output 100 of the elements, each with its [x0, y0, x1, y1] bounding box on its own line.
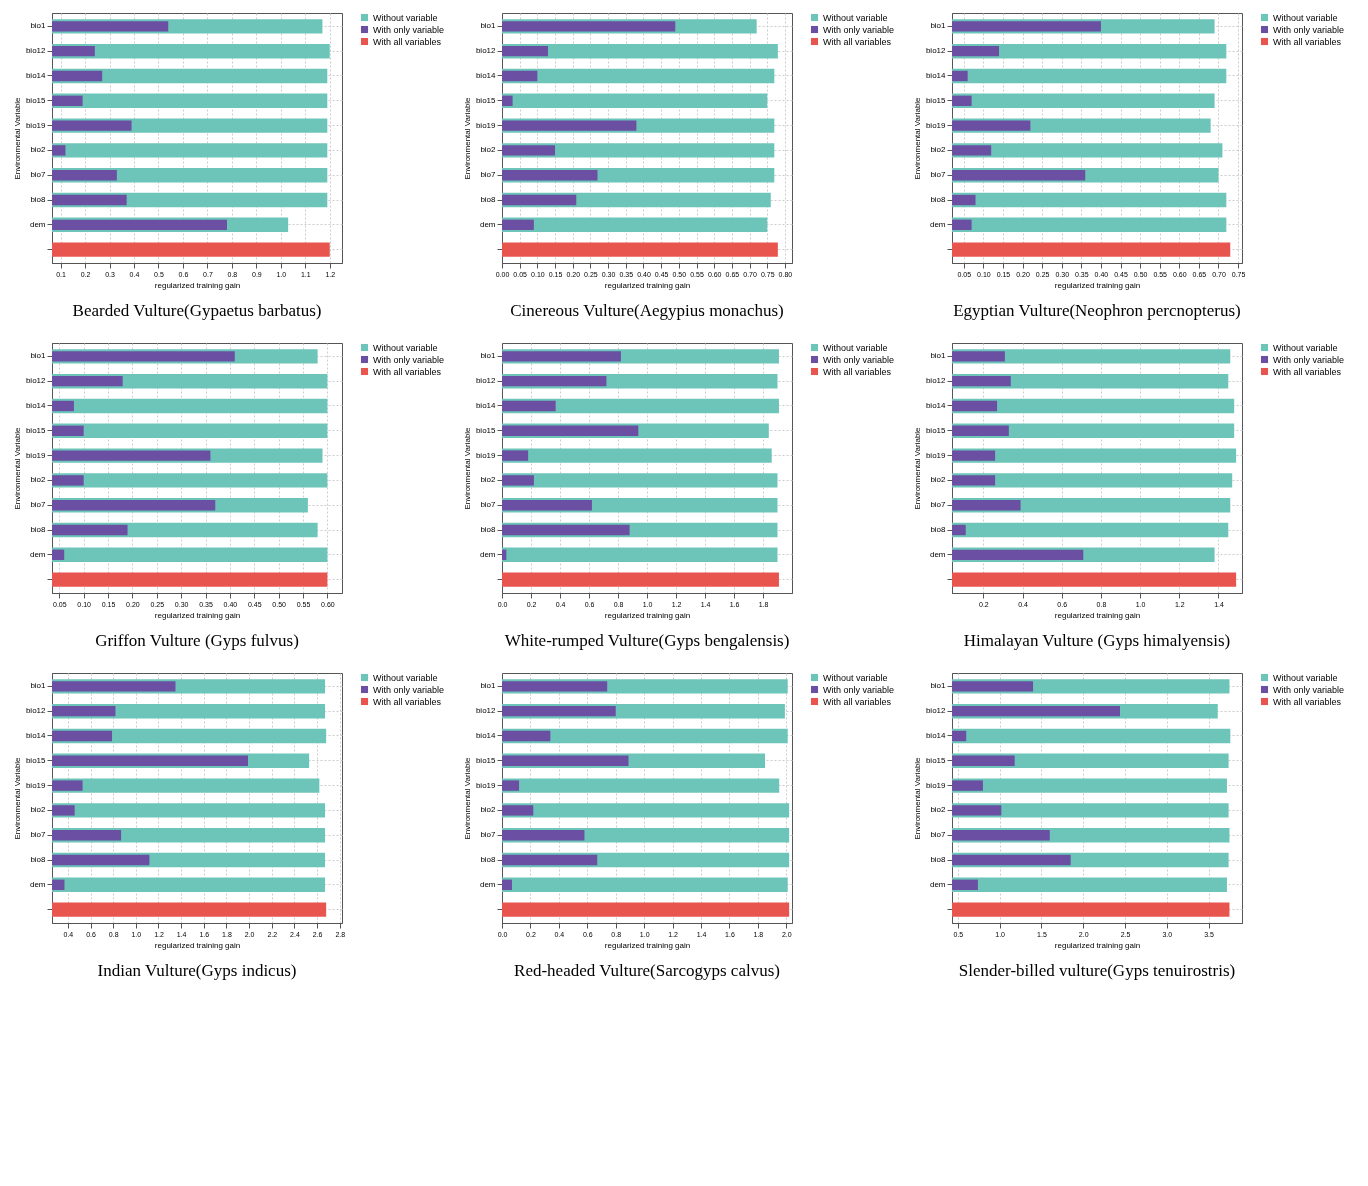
- y-tick-label: bio1: [930, 21, 947, 31]
- legend-label: With only variable: [373, 24, 445, 35]
- y-tick-label: bio15: [475, 95, 497, 105]
- bar: [502, 376, 607, 387]
- bar: [502, 217, 768, 232]
- y-tick-label: bio8: [30, 855, 47, 864]
- bar: [502, 242, 778, 257]
- y-tick-label: bio2: [30, 475, 47, 485]
- y-tick-label: bio8: [480, 195, 497, 204]
- y-tick-label: bio1: [930, 351, 947, 361]
- y-tick-label: bio15: [475, 755, 497, 765]
- legend-label: With only variable: [823, 354, 895, 365]
- y-tick-label: bio12: [475, 376, 497, 386]
- bar: [502, 21, 676, 32]
- y-tick-label: dem: [929, 549, 946, 559]
- y-tick-label: dem: [479, 219, 496, 229]
- y-tick-label: bio15: [925, 95, 947, 105]
- y-tick-label: bio19: [25, 450, 47, 460]
- bar: [502, 95, 513, 106]
- bar: [502, 902, 790, 917]
- y-tick-label: bio2: [930, 475, 947, 485]
- y-tick-label: bio14: [25, 731, 47, 740]
- legend-label: Without variable: [823, 342, 888, 353]
- x-axis-title: regularized training gain: [154, 280, 241, 290]
- y-tick-label: bio2: [930, 145, 947, 155]
- y-tick-label: bio8: [480, 525, 497, 534]
- y-tick-label: bio8: [930, 525, 947, 534]
- y-axis-title: Environmental Variable: [912, 426, 922, 510]
- legend-label: With all variables: [823, 36, 892, 47]
- y-tick-label: bio7: [930, 500, 947, 510]
- y-tick-label: bio7: [30, 830, 47, 840]
- y-tick-label: bio12: [925, 706, 947, 716]
- y-tick-label: bio15: [25, 425, 47, 435]
- legend-label: With only variable: [373, 354, 445, 365]
- y-tick-label: bio8: [930, 855, 947, 864]
- text: Griffon Vulture (Gyps fulvus): [95, 631, 299, 650]
- bar: [502, 572, 779, 587]
- legend-label: With all variables: [823, 366, 892, 377]
- y-tick-label: bio14: [925, 731, 947, 740]
- bar: [502, 877, 788, 892]
- y-tick-label: bio19: [925, 120, 947, 130]
- text: Cinereous Vulture(Aegypius monachus): [510, 301, 784, 320]
- legend-label: Without variable: [1273, 672, 1338, 683]
- legend-label: Without variable: [373, 672, 438, 683]
- bar: [502, 120, 637, 131]
- legend-label: Without variable: [373, 12, 438, 23]
- legend-label: Without variable: [823, 12, 888, 23]
- bar: [502, 68, 775, 84]
- legend-label: With all variables: [373, 696, 442, 707]
- bar: [502, 70, 538, 82]
- bar: [502, 46, 548, 57]
- y-tick-label: dem: [29, 219, 46, 229]
- y-tick-label: bio14: [475, 731, 497, 740]
- bar: [502, 425, 639, 436]
- x-axis-title: regularized training gain: [154, 610, 241, 620]
- bar: [502, 194, 577, 206]
- y-tick-label: bio19: [25, 120, 47, 130]
- legend-label: With only variable: [823, 24, 895, 35]
- y-tick-label: dem: [29, 879, 46, 889]
- legend-label: Without variable: [823, 672, 888, 683]
- text: Slender-billed vulture(Gyps tenuirostris): [958, 961, 1236, 980]
- y-tick-label: bio7: [30, 170, 47, 180]
- bar: [502, 475, 534, 486]
- y-tick-label: bio7: [480, 170, 497, 180]
- x-axis-title: regularized training gain: [604, 940, 691, 950]
- text: Himalayan Vulture (Gyps himalyensis): [963, 631, 1231, 650]
- y-tick-label: bio15: [25, 755, 47, 765]
- bar: [502, 500, 592, 511]
- y-tick-label: bio15: [925, 425, 947, 435]
- y-tick-label: bio19: [925, 780, 947, 790]
- y-tick-label: bio1: [30, 21, 47, 31]
- y-axis-title: Environmental Variable: [462, 756, 472, 840]
- y-tick-label: bio15: [925, 755, 947, 765]
- legend-label: With all variables: [373, 36, 442, 47]
- text: Egyptian Vulture(Neophron percnopterus): [953, 301, 1241, 320]
- y-tick-label: bio15: [25, 95, 47, 105]
- bar: [502, 805, 534, 816]
- y-tick-label: bio8: [930, 195, 947, 204]
- y-tick-label: bio7: [930, 830, 947, 840]
- y-tick-label: bio19: [475, 120, 497, 130]
- y-tick-label: bio12: [925, 376, 947, 386]
- legend-label: With only variable: [1273, 684, 1345, 695]
- bar: [502, 351, 621, 362]
- y-axis-title: Environmental Variable: [12, 426, 22, 510]
- legend-label: With all variables: [1273, 696, 1342, 707]
- y-axis-title: Environmental Variable: [12, 756, 22, 840]
- x-axis-title: regularized training gain: [604, 280, 691, 290]
- y-tick-label: bio12: [25, 46, 47, 56]
- y-tick-label: bio14: [475, 71, 497, 80]
- y-tick-label: bio2: [930, 805, 947, 815]
- y-axis-title: Environmental Variable: [462, 426, 472, 510]
- bar: [502, 830, 585, 841]
- y-tick-label: bio14: [925, 401, 947, 410]
- y-tick-label: bio14: [25, 71, 47, 80]
- y-tick-label: bio19: [475, 450, 497, 460]
- y-axis-title: Environmental Variable: [912, 756, 922, 840]
- bar: [502, 448, 772, 463]
- legend-label: With only variable: [823, 684, 895, 695]
- y-tick-label: bio14: [475, 401, 497, 410]
- y-axis-title: Environmental Variable: [912, 96, 922, 180]
